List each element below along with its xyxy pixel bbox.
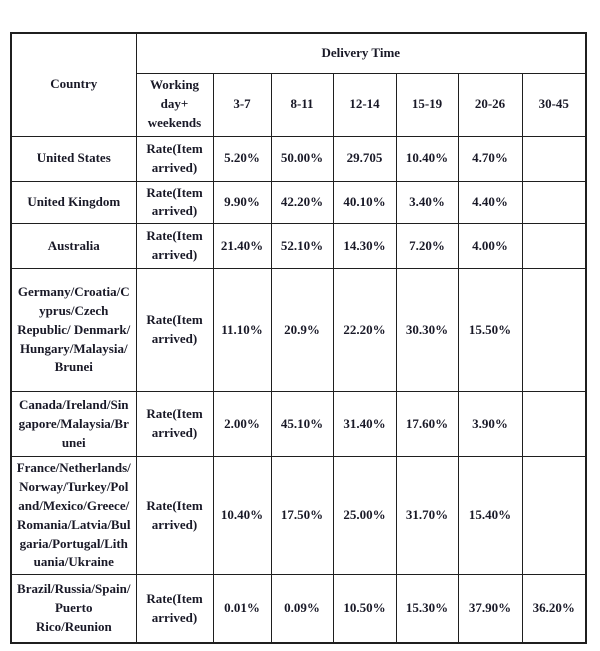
- value-cell: 0.01%: [212, 574, 272, 644]
- value-cell: 17.50%: [270, 456, 334, 576]
- rate-label-cell: Rate(Item arrived): [135, 391, 214, 458]
- subheader-range-cell: 8-11: [270, 72, 334, 137]
- value-cell: 3.40%: [395, 180, 459, 225]
- value-cell: 40.10%: [332, 180, 397, 225]
- table-row: France/Netherlands/Norway/Turkey/Poland/…: [10, 456, 587, 576]
- value-cell: 5.20%: [212, 135, 272, 182]
- value-cell: 37.90%: [457, 574, 523, 644]
- value-cell: 10.50%: [332, 574, 397, 644]
- subheader-range-cell: 12-14: [332, 72, 397, 137]
- rate-label-cell: Rate(Item arrived): [135, 456, 214, 576]
- table-row: Canada/Ireland/Singapore/Malaysia/Brunei…: [10, 391, 587, 458]
- subheader-range-cell: 15-19: [395, 72, 459, 137]
- value-cell: 4.70%: [457, 135, 523, 182]
- rate-label-cell: Rate(Item arrived): [135, 268, 214, 393]
- subheader-range-cell: 20-26: [457, 72, 523, 137]
- table-row: Australia Rate(Item arrived) 21.40% 52.1…: [10, 223, 587, 270]
- value-cell: [521, 268, 587, 393]
- value-cell: 15.40%: [457, 456, 523, 576]
- value-cell: 9.90%: [212, 180, 272, 225]
- value-cell: [521, 391, 587, 458]
- header-row-ranges: Working day+ weekends 3-7 8-11 12-14 15-…: [11, 72, 587, 137]
- value-cell: 25.00%: [332, 456, 397, 576]
- rate-label-cell: Rate(Item arrived): [135, 223, 214, 270]
- header-row-delivery-time: Country Delivery Time: [10, 32, 587, 137]
- table-row: United States Rate(Item arrived) 5.20% 5…: [10, 135, 587, 182]
- country-cell: France/Netherlands/Norway/Turkey/Poland/…: [10, 456, 137, 576]
- value-cell: 45.10%: [270, 391, 334, 458]
- value-cell: 52.10%: [270, 223, 334, 270]
- subheader-range-cell: 3-7: [212, 72, 272, 137]
- country-cell: United Kingdom: [10, 180, 137, 225]
- value-cell: 3.90%: [457, 391, 523, 458]
- value-cell: 11.10%: [212, 268, 272, 393]
- value-cell: 10.40%: [212, 456, 272, 576]
- value-cell: 14.30%: [332, 223, 397, 270]
- country-cell: United States: [10, 135, 137, 182]
- table-row: Brazil/Russia/Spain/Puerto Rico/Reunion …: [10, 574, 587, 644]
- value-cell: 15.30%: [395, 574, 459, 644]
- rate-label-cell: Rate(Item arrived): [135, 135, 214, 182]
- value-cell: 29.705: [332, 135, 397, 182]
- value-cell: 50.00%: [270, 135, 334, 182]
- value-cell: [521, 180, 587, 225]
- value-cell: 0.09%: [270, 574, 334, 644]
- country-cell: Canada/Ireland/Singapore/Malaysia/Brunei: [10, 391, 137, 458]
- value-cell: 42.20%: [270, 180, 334, 225]
- country-cell: Brazil/Russia/Spain/Puerto Rico/Reunion: [10, 574, 137, 644]
- value-cell: 4.00%: [457, 223, 523, 270]
- value-cell: 21.40%: [212, 223, 272, 270]
- value-cell: [521, 135, 587, 182]
- value-cell: 31.70%: [395, 456, 459, 576]
- country-cell: Germany/Croatia/Cyprus/Czech Republic/ D…: [10, 268, 137, 393]
- delivery-time-table: Country Delivery Time Working day+ weeke…: [10, 32, 588, 644]
- value-cell: 17.60%: [395, 391, 459, 458]
- value-cell: 2.00%: [212, 391, 272, 458]
- country-header-cell: Country: [10, 32, 137, 137]
- rate-label-cell: Rate(Item arrived): [135, 180, 214, 225]
- value-cell: [521, 223, 587, 270]
- value-cell: 31.40%: [332, 391, 397, 458]
- value-cell: 10.40%: [395, 135, 459, 182]
- value-cell: 20.9%: [270, 268, 334, 393]
- value-cell: 4.40%: [457, 180, 523, 225]
- value-cell: [521, 456, 587, 576]
- value-cell: 15.50%: [457, 268, 523, 393]
- country-cell: Australia: [10, 223, 137, 270]
- table-row: Germany/Croatia/Cyprus/Czech Republic/ D…: [10, 268, 587, 393]
- subheader-range-cell: 30-45: [521, 72, 587, 137]
- value-cell: 30.30%: [395, 268, 459, 393]
- table-row: United Kingdom Rate(Item arrived) 9.90% …: [10, 180, 587, 225]
- value-cell: 22.20%: [332, 268, 397, 393]
- value-cell: 36.20%: [521, 574, 587, 644]
- value-cell: 7.20%: [395, 223, 459, 270]
- delivery-time-header-cell: Delivery Time: [135, 32, 587, 74]
- rate-label-cell: Rate(Item arrived): [135, 574, 214, 644]
- subheader-working-days-cell: Working day+ weekends: [135, 72, 214, 137]
